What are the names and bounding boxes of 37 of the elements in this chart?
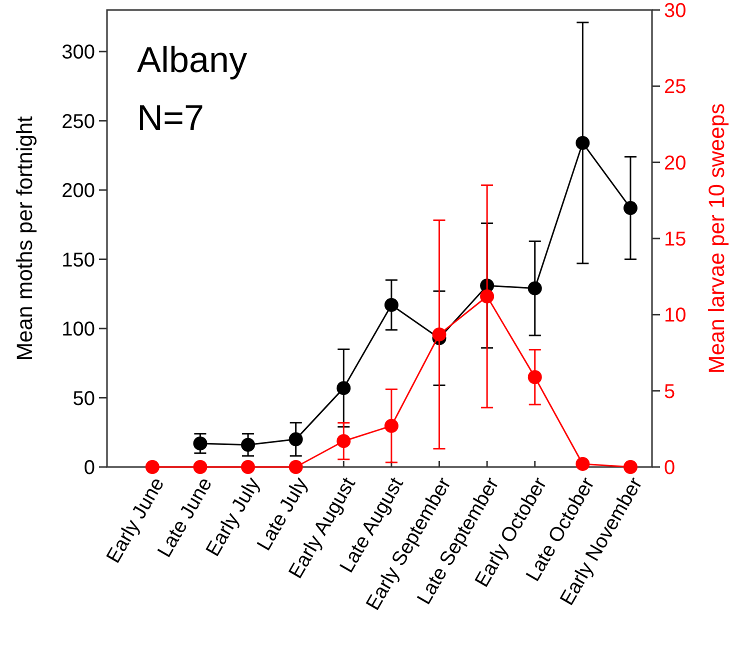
annotation: Albany [137,39,248,80]
y-tick-label: 250 [62,110,95,133]
y-tick-label: 0 [84,457,95,479]
y-axis-title: Mean moths per fortnight [12,116,37,361]
point [480,289,494,304]
point [528,281,542,296]
y-tick-label: 200 [62,180,95,202]
y2-tick-label: 0 [664,457,676,479]
point [623,460,638,474]
point [384,298,398,312]
point [528,370,542,384]
y-tick-label: 300 [62,42,95,64]
point [288,432,303,446]
y2-tick-label: 5 [664,380,676,403]
point [145,460,160,474]
point [336,381,351,396]
point [336,434,351,448]
y-tick-label: 100 [62,318,95,341]
y2-tick-label: 15 [664,228,686,250]
point [576,456,590,471]
y2-tick-label: 30 [664,0,686,22]
y2-tick-label: 20 [664,152,686,174]
point [576,136,590,150]
point [384,418,398,433]
y2-tick-label: 10 [664,304,686,327]
annotation: N=7 [137,97,204,138]
point [288,460,303,474]
point [241,460,256,474]
y2-tick-label: 25 [664,76,686,98]
point [241,438,256,452]
point [432,327,446,342]
point [193,460,208,474]
y2-axis-title: Mean larvae per 10 sweeps [704,103,729,374]
point [193,436,208,450]
y-tick-label: 150 [62,249,95,272]
point [623,201,638,216]
y-tick-label: 50 [72,388,95,410]
